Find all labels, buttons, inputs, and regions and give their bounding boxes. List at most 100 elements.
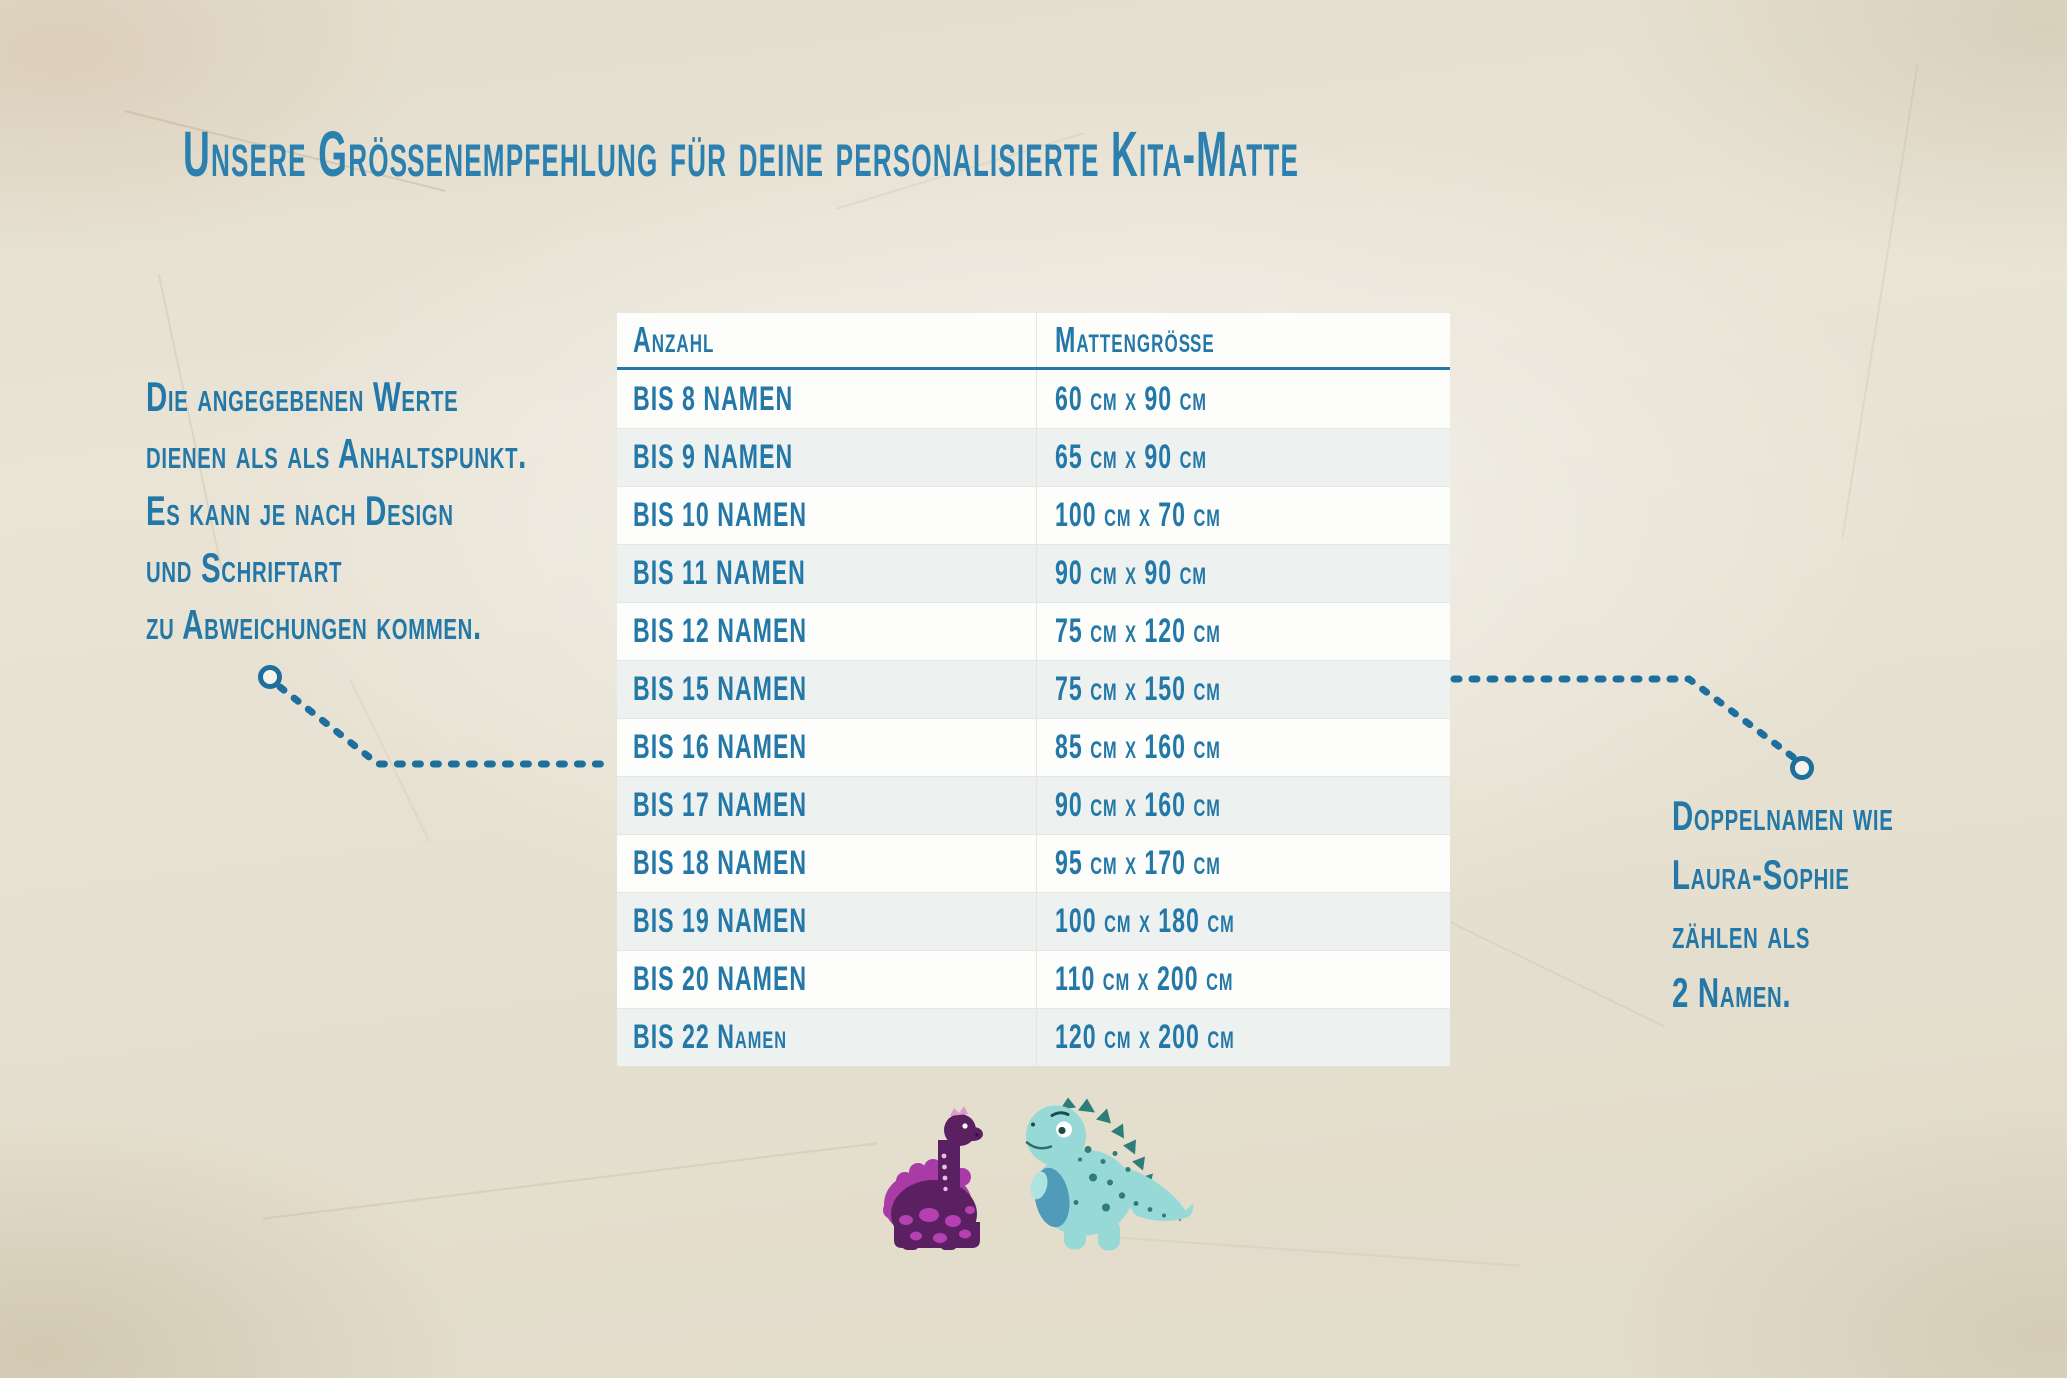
note-line: zählen als	[1672, 904, 1988, 963]
note-line: dienen als als Anhaltspunkt.	[146, 425, 690, 482]
cell-text: BIS 22 Namen	[633, 1018, 788, 1056]
table-row: BIS 18 NAMEN 95 cm x 170 cm	[617, 834, 1450, 892]
cell-text: BIS 10 NAMEN	[633, 496, 808, 534]
teal-dino-nostril	[1031, 1122, 1035, 1127]
table-row: BIS 17 NAMEN 90 cm x 160 cm	[617, 776, 1450, 834]
cell-text: 85 cm x 160 cm	[1055, 728, 1221, 766]
cell-anzahl: BIS 16 NAMEN	[617, 719, 1037, 776]
note-line-text: Laura-Sophie	[1672, 851, 1850, 898]
cell-text: BIS 16 NAMEN	[633, 728, 808, 766]
purple-dino-crown	[950, 1106, 968, 1116]
table-header-row: Anzahl Mattengröße	[617, 313, 1450, 370]
cell-text: 75 cm x 150 cm	[1055, 670, 1221, 708]
cell-text: 100 cm x 180 cm	[1055, 902, 1235, 940]
table-row: BIS 16 NAMEN 85 cm x 160 cm	[617, 718, 1450, 776]
table-row: BIS 9 NAMEN 65 cm x 90 cm	[617, 428, 1450, 486]
cell-text: BIS 11 NAMEN	[633, 554, 806, 592]
cell-anzahl: BIS 19 NAMEN	[617, 893, 1037, 950]
cell-anzahl: BIS 8 NAMEN	[617, 370, 1037, 428]
cell-text: BIS 17 NAMEN	[633, 786, 808, 824]
cell-anzahl: BIS 20 NAMEN	[617, 951, 1037, 1008]
purple-dino-eye	[962, 1123, 968, 1129]
note-line: Laura-Sophie	[1672, 845, 1988, 904]
cell-mattengroesse: 90 cm x 90 cm	[1037, 554, 1450, 593]
table-row: BIS 8 NAMEN 60 cm x 90 cm	[617, 370, 1450, 428]
cell-text: BIS 15 NAMEN	[633, 670, 808, 708]
left-connector-line	[276, 683, 616, 768]
note-line: zu Abweichungen kommen.	[146, 596, 690, 653]
cell-mattengroesse: 65 cm x 90 cm	[1037, 438, 1450, 477]
note-line: 2 Namen.	[1672, 963, 1988, 1022]
left-connector-circle	[258, 665, 282, 689]
teal-dino-smile	[1025, 1141, 1053, 1150]
teal-dino-pupil	[1058, 1126, 1066, 1135]
column-header-text: Mattengröße	[1055, 319, 1215, 360]
note-line-text: und Schriftart	[146, 544, 343, 591]
note-line-text: Es kann je nach Design	[146, 487, 454, 534]
cell-anzahl: BIS 10 NAMEN	[617, 487, 1037, 544]
cell-text: BIS 19 NAMEN	[633, 902, 808, 940]
cell-mattengroesse: 75 cm x 150 cm	[1037, 670, 1450, 709]
note-line-text: dienen als als Anhaltspunkt.	[146, 430, 528, 477]
table-row: BIS 10 NAMEN 100 cm x 70 cm	[617, 486, 1450, 544]
right-connector-line	[1450, 675, 1797, 761]
note-line-text: Die angegebenen Werte	[146, 373, 459, 420]
cell-text: BIS 12 NAMEN	[633, 612, 808, 650]
cell-text: 100 cm x 70 cm	[1055, 496, 1221, 534]
cell-text: 110 cm x 200 cm	[1055, 960, 1234, 998]
note-line: Doppelnamen wie	[1672, 786, 1988, 845]
cell-mattengroesse: 110 cm x 200 cm	[1037, 960, 1450, 999]
cell-anzahl: BIS 15 NAMEN	[617, 661, 1037, 718]
teal-dino-spots	[1073, 1146, 1166, 1218]
cell-anzahl: BIS 9 NAMEN	[617, 429, 1037, 486]
table-row: BIS 19 NAMEN 100 cm x 180 cm	[617, 892, 1450, 950]
cell-anzahl: BIS 17 NAMEN	[617, 777, 1037, 834]
purple-dino-neck-dots	[941, 1153, 948, 1192]
note-line-text: zu Abweichungen kommen.	[146, 601, 482, 648]
cell-mattengroesse: 100 cm x 70 cm	[1037, 496, 1450, 535]
table-row: BIS 20 NAMEN 110 cm x 200 cm	[617, 950, 1450, 1008]
cell-mattengroesse: 95 cm x 170 cm	[1037, 844, 1450, 883]
teal-dino-arm	[1030, 1171, 1048, 1200]
note-line-text: Doppelnamen wie	[1672, 792, 1894, 839]
column-header-mattengroesse: Mattengröße	[1037, 319, 1450, 361]
right-connector-circle	[1790, 756, 1814, 780]
cell-text: 65 cm x 90 cm	[1055, 438, 1208, 476]
right-note: Doppelnamen wie Laura-Sophie zählen als …	[1672, 786, 1988, 1022]
cell-text: 60 cm x 90 cm	[1055, 379, 1208, 418]
table-row: BIS 15 NAMEN 75 cm x 150 cm	[617, 660, 1450, 718]
size-table: Anzahl Mattengröße BIS 8 NAMEN 60 cm x 9…	[617, 313, 1450, 1066]
cell-mattengroesse: 60 cm x 90 cm	[1037, 380, 1450, 419]
cell-text: 120 cm x 200 cm	[1055, 1018, 1235, 1056]
table-row: BIS 22 Namen 120 cm x 200 cm	[617, 1008, 1450, 1066]
note-line: Es kann je nach Design	[146, 482, 690, 539]
teal-dino-illustration	[1025, 1097, 1194, 1251]
purple-dino-illustration	[883, 1106, 983, 1250]
cell-mattengroesse: 90 cm x 160 cm	[1037, 786, 1450, 825]
cell-mattengroesse: 75 cm x 120 cm	[1037, 612, 1450, 651]
cell-anzahl: BIS 12 NAMEN	[617, 603, 1037, 660]
cell-anzahl: BIS 22 Namen	[617, 1009, 1037, 1066]
cell-text: 90 cm x 90 cm	[1055, 554, 1208, 592]
page-title-text: Unsere Größenempfehlung für deine person…	[183, 118, 1300, 190]
teal-dino-brow	[1050, 1111, 1070, 1117]
column-header-anzahl: Anzahl	[617, 313, 1037, 367]
page-title: Unsere Größenempfehlung für deine person…	[183, 116, 2067, 192]
cell-text: 90 cm x 160 cm	[1055, 786, 1221, 824]
table-body: BIS 8 NAMEN 60 cm x 90 cm BIS 9 NAMEN 65…	[617, 370, 1450, 1066]
table-row: BIS 12 NAMEN 75 cm x 120 cm	[617, 602, 1450, 660]
note-line: Die angegebenen Werte	[146, 368, 690, 425]
cell-mattengroesse: 100 cm x 180 cm	[1037, 902, 1450, 941]
cell-mattengroesse: 85 cm x 160 cm	[1037, 728, 1450, 767]
column-header-text: Anzahl	[633, 319, 715, 360]
left-note: Die angegebenen Werte dienen als als Anh…	[146, 368, 690, 653]
note-line-text: 2 Namen.	[1672, 969, 1792, 1016]
cell-text: BIS 9 NAMEN	[633, 438, 794, 476]
cell-text: BIS 18 NAMEN	[633, 844, 808, 882]
teal-dino-body	[1026, 1105, 1194, 1251]
table-row: BIS 11 NAMEN 90 cm x 90 cm	[617, 544, 1450, 602]
cell-anzahl: BIS 18 NAMEN	[617, 835, 1037, 892]
cell-mattengroesse: 120 cm x 200 cm	[1037, 1018, 1450, 1057]
